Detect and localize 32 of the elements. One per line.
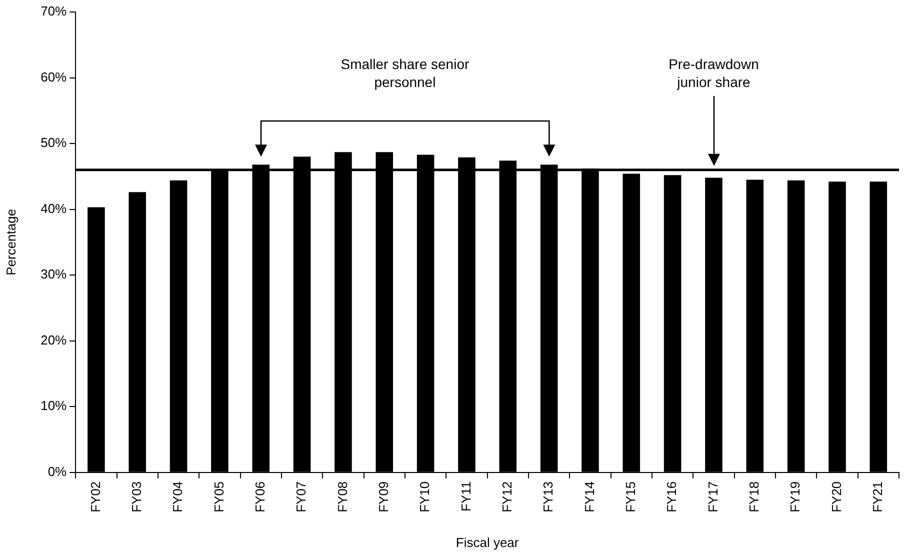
x-tick-label: FY08 <box>334 481 350 512</box>
y-tick-label: 60% <box>40 69 68 84</box>
x-axis-title: Fiscal year <box>456 534 520 550</box>
x-tick-label: FY04 <box>170 481 186 512</box>
x-tick-label: FY19 <box>788 481 803 512</box>
x-tick-label: FY10 <box>417 481 432 512</box>
x-tick-label: FY07 <box>294 481 309 512</box>
x-tick-label: FY14 <box>582 481 597 512</box>
x-tick-label: FY21 <box>870 481 885 512</box>
x-tick-label: FY05 <box>211 481 226 512</box>
x-tick-label: FY12 <box>499 481 514 512</box>
x-tick-label: FY20 <box>828 481 844 512</box>
ref-line-label: Pre-drawdown junior share <box>668 55 760 91</box>
y-axis-title: Percentage <box>3 208 18 276</box>
y-tick-label: 20% <box>40 332 68 348</box>
x-tick-label: FY02 <box>88 481 103 512</box>
y-tick-label: 70% <box>40 4 68 19</box>
y-tick-label: 40% <box>40 200 68 216</box>
x-tick-label: FY11 <box>458 481 474 512</box>
x-tick-label: FY16 <box>664 481 680 512</box>
y-tick-label: 30% <box>40 266 68 282</box>
x-tick-label: FY03 <box>128 481 144 512</box>
annotation: Smaller share senior personnel <box>340 55 470 91</box>
x-tick-label: FY06 <box>252 481 268 512</box>
y-tick-label: 0% <box>48 464 68 479</box>
x-tick-label: FY09 <box>376 481 391 512</box>
x-tick-label: FY17 <box>705 481 720 512</box>
x-tick-label: FY18 <box>746 481 762 512</box>
x-tick-label: FY15 <box>622 481 638 512</box>
x-tick-label: FY13 <box>540 481 556 512</box>
y-tick-label: 50% <box>40 135 68 150</box>
y-tick-label: 10% <box>40 398 68 414</box>
